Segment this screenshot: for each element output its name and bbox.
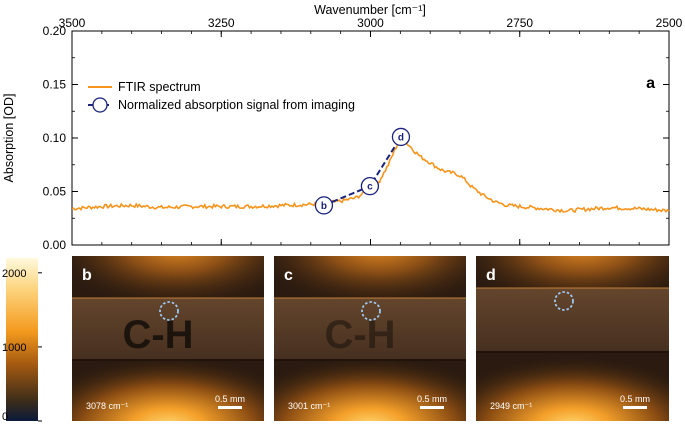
image-panel-d: d 2949 cm⁻¹ 0.5 mm [476,256,669,421]
colorbar-tick-label-2000: 2000 [2,268,26,280]
x-tick-label-3000: 3000 [357,16,384,30]
ch-lettering: C-H [324,313,395,357]
measurement-circle [159,301,179,321]
y-tick-label-0.10: 0.10 [43,131,67,145]
x-tick-label-3500: 3500 [59,16,86,30]
imaging-point-d [391,127,411,147]
scale-bar-label: 0.5 mm [417,394,447,404]
imaging-signal-line [323,136,402,207]
image-panel-c: C-H c 3001 cm⁻¹ 0.5 mm [274,256,466,421]
imaging-point-label-d: d [398,132,404,143]
imaging-points: b c d [314,127,411,215]
x-axis-top: 3500 3250 3000 2750 2500 [59,16,683,37]
y-tick-label-0.20: 0.20 [43,24,67,38]
image-wavenumber: 3001 cm⁻¹ [288,401,330,411]
colorbar-tick-label-0: 0 [2,411,8,423]
panel-label-a: a [646,75,655,92]
x-tick-label-2750: 2750 [506,16,533,30]
image-panel-b: C-H b 3078 cm⁻¹ 0.5 mm [72,256,264,421]
x-tick-label-3250: 3250 [208,16,235,30]
imaging-point-label-b: b [321,201,327,212]
imaging-point-label-c: c [367,182,373,193]
legend-imaging-label: Normalized absorption signal from imagin… [118,98,355,112]
ftir-spectrum-line [71,134,670,214]
legend: FTIR spectrum Normalized absorption sign… [88,80,355,113]
image-bottom-glow [274,330,466,421]
y-tick-label-0.00: 0.00 [43,238,67,252]
legend-ftir-label: FTIR spectrum [118,80,201,94]
image-wavenumber: 3078 cm⁻¹ [86,401,128,411]
scale-bar [420,406,444,409]
colorbar-tick-label-1000: 1000 [2,342,26,354]
y-axis-title: Absorption [OD] [2,94,16,183]
image-bottom-glow [72,330,264,421]
colorbar-ticks: 2000 1000 0 [2,268,42,423]
y-axis: 0.00 0.05 0.10 0.15 0.20 [43,24,669,252]
scale-bar [218,406,242,409]
scale-bar-label: 0.5 mm [620,394,650,404]
measurement-circle [554,291,574,311]
ch-lettering: C-H [122,313,193,357]
scale-bar [623,406,647,409]
spectrum-plot: 3500 3250 3000 2750 2500 0.00 0.05 0.10 0.15 0.2… [2,3,683,252]
image-panels: C-H b 3078 cm⁻¹ 0.5 mm C-H c 3001 cm⁻¹ 0.5 mm d 2… [72,256,669,421]
measurement-circle [361,301,381,321]
panel-label-c: c [284,267,293,284]
x-axis-title: Wavenumber [cm⁻¹] [314,3,426,17]
colorbar-gradient [6,258,38,421]
scale-bar-label: 0.5 mm [215,394,245,404]
panel-label-d: d [486,267,496,284]
plot-frame [71,30,670,246]
panel-label-b: b [82,267,92,284]
y-tick-label-0.05: 0.05 [43,185,67,199]
legend-imaging-marker [92,97,108,113]
image-bottom-glow [476,330,669,421]
imaging-point-b [314,196,334,215]
y-tick-label-0.15: 0.15 [43,78,67,92]
imaging-point-c [360,176,380,196]
x-tick-label-2500: 2500 [656,16,683,30]
colorbar: 2000 1000 0 [2,258,42,423]
x-axis-bottom-ticks [71,239,670,245]
image-wavenumber: 2949 cm⁻¹ [490,401,532,411]
